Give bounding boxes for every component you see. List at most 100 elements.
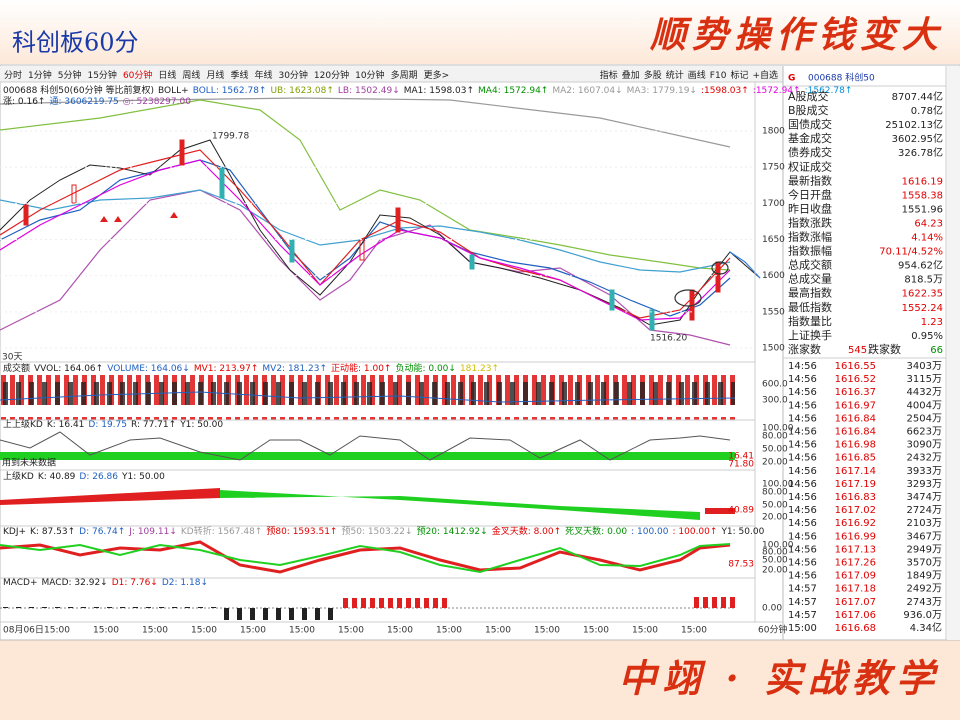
chart-info-item: 000688 科创50(60分钟 等比前复权) xyxy=(3,84,154,96)
tick-time: 14:57 xyxy=(788,584,817,595)
tick-price: 1616.55 xyxy=(835,361,876,372)
panel-info-item: 上上级KD xyxy=(3,418,43,430)
x-tick-label: 15:00 xyxy=(436,626,462,636)
tick-price: 1617.14 xyxy=(835,466,876,477)
tick-volume: 2724万 xyxy=(907,505,942,516)
quote-label: 总成交量 xyxy=(788,272,832,286)
period-label: 60分钟 xyxy=(758,624,787,636)
toolbar-period-item: 15分钟 xyxy=(87,69,116,81)
breadth-value: 545 xyxy=(848,345,867,356)
tick-time: 14:56 xyxy=(788,374,817,385)
panel-axis-label: 80.00 xyxy=(762,548,788,558)
tick-time: 14:56 xyxy=(788,505,817,516)
panel-info-item: 金叉天数: 8.00↑ xyxy=(492,525,561,537)
quote-value: 1558.38 xyxy=(902,190,943,201)
quote-label: 指数振幅 xyxy=(788,244,832,258)
quote-label: 基金成交 xyxy=(788,131,832,145)
panel-axis-label: 20.00 xyxy=(762,458,788,468)
x-tick-label: 15:00 xyxy=(632,626,658,636)
tick-price: 1616.68 xyxy=(835,623,876,634)
toolbar-period-item: 周线 xyxy=(182,69,200,81)
tick-volume: 2743万 xyxy=(907,597,942,608)
y-tick-label: 1500 xyxy=(762,343,785,353)
panel-value-label: 40.89 xyxy=(728,506,754,516)
quote-label: 指数涨跌 xyxy=(788,215,832,229)
toolbar-tool[interactable]: 指标 叠加 多股 统计 画线 F10 标记 +自选 xyxy=(600,69,778,81)
tick-volume: 3115万 xyxy=(907,374,942,385)
tick-volume: 3467万 xyxy=(907,531,942,542)
chart-info-item: :1598.03↑ xyxy=(701,86,749,96)
panel-note: 用到未来数据 xyxy=(2,457,56,469)
tick-volume: 3933万 xyxy=(907,466,942,477)
panel-info-item: 正动能: 1.00↑ xyxy=(331,362,391,374)
tick-price: 1616.37 xyxy=(835,387,876,398)
panel-info: KDJ+ K: 87.53↑ D: 76.74↑ J: 109.11↓ KD转折: 15… xyxy=(3,525,765,537)
high-label: 1799.78 xyxy=(212,132,249,142)
quote-label: 上证换手 xyxy=(788,328,832,342)
quote-value: 954.62亿 xyxy=(898,259,943,272)
y-tick-label: 1650 xyxy=(762,235,785,245)
panel-info-item: MV2: 181.23↑ xyxy=(262,364,327,374)
toolbar-tool-item: 指标 xyxy=(600,69,618,81)
tick-price: 1617.02 xyxy=(835,505,876,516)
chart-info-item: MA3: 1779.19↓ xyxy=(627,86,697,96)
breadth-label: 跌家数 xyxy=(868,342,901,356)
toolbar-tool-item: +自选 xyxy=(752,69,778,81)
x-tick-label: 08月06日 xyxy=(3,625,44,636)
panel-info-item: 预20: 1412.92↓ xyxy=(417,526,488,537)
panel-info-item: 成交额 xyxy=(3,362,30,374)
quote-flag: G xyxy=(788,74,795,84)
panel-info-item: D: 19.75 xyxy=(88,420,127,430)
chart-info-item: :1562.78↑ xyxy=(805,86,853,96)
tick-price: 1617.09 xyxy=(835,571,876,582)
toolbar-period-item: 分时 xyxy=(4,69,22,81)
chart-info-item: BOLL: 1562.78↑ xyxy=(193,86,267,96)
y-tick-label: 1550 xyxy=(762,307,785,317)
tick-time: 15:00 xyxy=(788,623,817,634)
panel-info-item: D: 26.86 xyxy=(79,472,118,482)
toolbar-period-item: 季线 xyxy=(230,69,248,81)
quote-label: 最新指数 xyxy=(788,173,832,187)
tick-time: 14:56 xyxy=(788,453,817,464)
tick-time: 14:56 xyxy=(788,531,817,542)
quote-value: 326.78亿 xyxy=(898,146,943,159)
tick-volume: 2432万 xyxy=(907,453,942,464)
tick-time: 14:56 xyxy=(788,427,817,438)
kd2-band xyxy=(0,488,220,505)
panel-info: 成交额 VVOL: 164.06↑ VOLUME: 164.06↓ MV1: 213.… xyxy=(3,362,499,374)
x-tick-label: 15:00 xyxy=(534,626,560,636)
toolbar-period-item: 120分钟 xyxy=(314,69,349,81)
toolbar-period[interactable]: 分时 1分钟 5分钟 15分钟 60分钟 日线 周线 月线 季线 年线 30分钟 120分钟 10分钟多… xyxy=(4,69,449,81)
tick-time: 14:56 xyxy=(788,440,817,451)
tick-volume: 3090万 xyxy=(907,440,942,451)
tick-volume: 2949万 xyxy=(907,544,942,555)
toolbar-tool-item: 叠加 xyxy=(622,70,640,81)
tick-price: 1617.19 xyxy=(835,479,876,490)
x-tick-label: 15:00 xyxy=(191,626,217,636)
panel-info-item: : 100.00↑ xyxy=(673,527,718,537)
macd-bars xyxy=(220,608,340,620)
kdj-line xyxy=(0,543,731,574)
panel-info-item: VVOL: 164.06↑ xyxy=(34,364,103,374)
panel-info-item: KDJ+ xyxy=(3,527,26,537)
quote-label: 指数涨幅 xyxy=(788,230,832,244)
tick-price: 1616.98 xyxy=(835,440,876,451)
tick-time: 14:56 xyxy=(788,558,817,569)
panel-info-item: VOLUME: 164.06↓ xyxy=(107,364,190,374)
header-band xyxy=(0,0,960,64)
panel-info-item: K: 40.89 xyxy=(38,472,76,482)
tick-price: 1616.52 xyxy=(835,374,876,385)
quote-value: 0.78亿 xyxy=(911,104,943,117)
quote-code: 000688 科创50 xyxy=(808,72,875,84)
quote-value: 70.11/4.52% xyxy=(879,247,943,258)
chart-info: 000688 科创50(60分钟 等比前复权) BOLL+ BOLL: 1562.7… xyxy=(3,84,852,96)
panel-info-item: Y1: 50.00 xyxy=(121,472,165,482)
tick-volume: 1849万 xyxy=(907,571,942,582)
tick-time: 14:56 xyxy=(788,492,817,503)
panel-axis-label: 50.00 xyxy=(762,556,788,566)
quote-label: 昨日收盘 xyxy=(788,201,832,215)
panel-info-item: 181.23↑ xyxy=(460,364,499,374)
macd-bars xyxy=(0,596,220,608)
x-tick-label: 15:00 xyxy=(44,626,70,636)
chart-info: 涨: 0.16↑ 通: 3606219.75 ◎: 5238297.00 xyxy=(3,96,191,107)
